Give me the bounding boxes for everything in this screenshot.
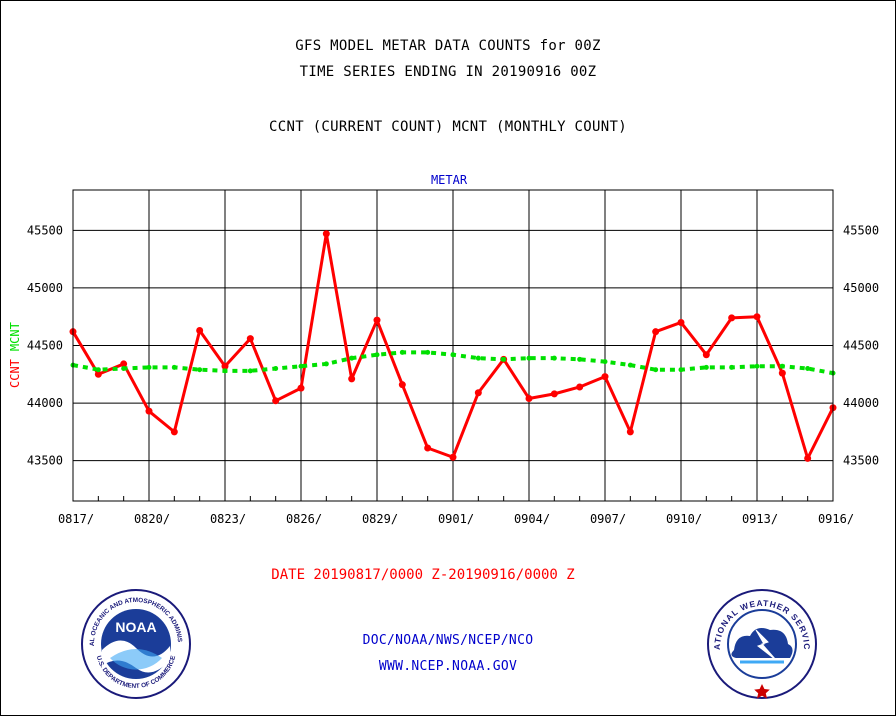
data-point-ccnt xyxy=(449,453,457,461)
data-point-ccnt xyxy=(297,384,305,392)
data-point-mcnt xyxy=(171,364,177,370)
data-point-ccnt xyxy=(221,362,229,370)
data-point-ccnt xyxy=(322,230,330,238)
x-tick-label: 0829/ xyxy=(362,512,398,526)
data-point-ccnt xyxy=(601,373,609,381)
data-point-mcnt xyxy=(602,359,608,365)
x-axis-label: DATE 20190817/0000 Z-20190916/0000 Z xyxy=(271,567,574,583)
data-point-mcnt xyxy=(551,355,557,361)
data-point-ccnt xyxy=(525,394,533,402)
data-point-ccnt xyxy=(424,444,432,452)
data-point-ccnt xyxy=(120,360,128,368)
axis-ticks: 43500 43500 44000 44000 44500 44500 45000 45000… xyxy=(27,223,879,526)
data-point-ccnt xyxy=(94,370,102,378)
data-point-mcnt xyxy=(323,361,329,367)
footer-org: DOC/NOAA/NWS/NCEP/NCO xyxy=(362,633,534,648)
x-tick-label: 0910/ xyxy=(666,512,702,526)
data-point-mcnt xyxy=(501,356,507,362)
data-point-ccnt xyxy=(626,428,634,436)
y-tick-label-left: 44000 xyxy=(27,396,63,410)
data-point-mcnt xyxy=(247,368,253,374)
y-tick-label-right: 44500 xyxy=(843,339,879,353)
data-point-mcnt xyxy=(653,367,659,373)
header-title-line1: GFS MODEL METAR DATA COUNTS for 00Z xyxy=(295,38,601,54)
chart-title: METAR xyxy=(431,173,468,187)
data-point-mcnt xyxy=(298,363,304,369)
data-point-ccnt xyxy=(550,390,558,398)
y-tick-label-right: 43500 xyxy=(843,454,879,468)
nws-logo: NATIONAL WEATHER SERVICE xyxy=(706,588,817,699)
data-point-mcnt xyxy=(425,349,431,355)
data-point-mcnt xyxy=(475,355,481,361)
header-title-line2: TIME SERIES ENDING IN 20190916 00Z xyxy=(299,64,597,80)
data-point-mcnt xyxy=(779,363,785,369)
y-tick-label-left: 45500 xyxy=(27,223,63,237)
noaa-logo-wordmark: NOAA xyxy=(115,619,156,635)
y-tick-label-left: 43500 xyxy=(27,454,63,468)
data-point-mcnt xyxy=(374,352,380,358)
data-point-ccnt xyxy=(348,375,356,383)
data-point-ccnt xyxy=(373,316,381,324)
data-point-ccnt xyxy=(728,314,736,322)
x-tick-label: 0817/ xyxy=(58,512,94,526)
data-point-ccnt xyxy=(398,381,406,389)
y-tick-label-left: 44500 xyxy=(27,339,63,353)
data-point-mcnt xyxy=(95,367,101,373)
data-point-ccnt xyxy=(474,389,482,397)
data-point-ccnt xyxy=(576,383,584,391)
data-point-ccnt xyxy=(145,407,153,415)
data-point-mcnt xyxy=(577,356,583,362)
y-tick-label-left: 45000 xyxy=(27,281,63,295)
data-point-mcnt xyxy=(729,364,735,370)
x-tick-label: 0826/ xyxy=(286,512,322,526)
data-point-mcnt xyxy=(349,355,355,361)
data-point-ccnt xyxy=(170,428,178,436)
data-point-ccnt xyxy=(778,369,786,377)
x-tick-label: 0913/ xyxy=(742,512,778,526)
y-tick-label-right: 45500 xyxy=(843,223,879,237)
data-point-mcnt xyxy=(399,349,405,355)
x-tick-label: 0823/ xyxy=(210,512,246,526)
y-axis-label: CCNT MCNT xyxy=(8,322,22,388)
data-point-mcnt xyxy=(627,362,633,368)
data-point-ccnt xyxy=(702,351,710,359)
data-point-ccnt xyxy=(677,318,685,326)
x-tick-label: 0907/ xyxy=(590,512,626,526)
data-point-ccnt xyxy=(753,313,761,321)
data-point-mcnt xyxy=(197,367,203,373)
x-tick-label: 0820/ xyxy=(134,512,170,526)
footer-url[interactable]: WWW.NCEP.NOAA.GOV xyxy=(378,659,518,674)
y-tick-label-right: 44000 xyxy=(843,396,879,410)
data-point-mcnt xyxy=(805,366,811,372)
data-point-mcnt xyxy=(273,366,279,372)
data-point-ccnt xyxy=(246,335,254,343)
y-axis-label-mcnt: MCNT xyxy=(8,322,22,351)
data-point-mcnt xyxy=(121,366,127,372)
data-point-mcnt xyxy=(754,363,760,369)
data-point-ccnt xyxy=(196,327,204,335)
y-tick-label-right: 45000 xyxy=(843,281,879,295)
y-axis-label-ccnt: CCNT xyxy=(8,359,22,388)
noaa-logo: NOAA NATIONAL OCEANIC AND ATMOSPHERIC AD… xyxy=(80,588,191,699)
data-point-mcnt xyxy=(146,364,152,370)
series-layer xyxy=(69,230,837,462)
x-tick-label: 0916/ xyxy=(818,512,854,526)
data-point-ccnt xyxy=(272,397,280,405)
data-point-ccnt xyxy=(652,328,660,336)
header-legend-line: CCNT (CURRENT COUNT) MCNT (MONTHLY COUNT… xyxy=(269,119,627,135)
data-point-mcnt xyxy=(526,355,532,361)
data-point-mcnt xyxy=(450,352,456,358)
data-point-mcnt xyxy=(703,364,709,370)
data-point-mcnt xyxy=(222,368,228,374)
x-tick-label: 0904/ xyxy=(514,512,550,526)
data-point-ccnt xyxy=(804,454,812,462)
data-point-mcnt xyxy=(678,367,684,373)
x-tick-label: 0901/ xyxy=(438,512,474,526)
